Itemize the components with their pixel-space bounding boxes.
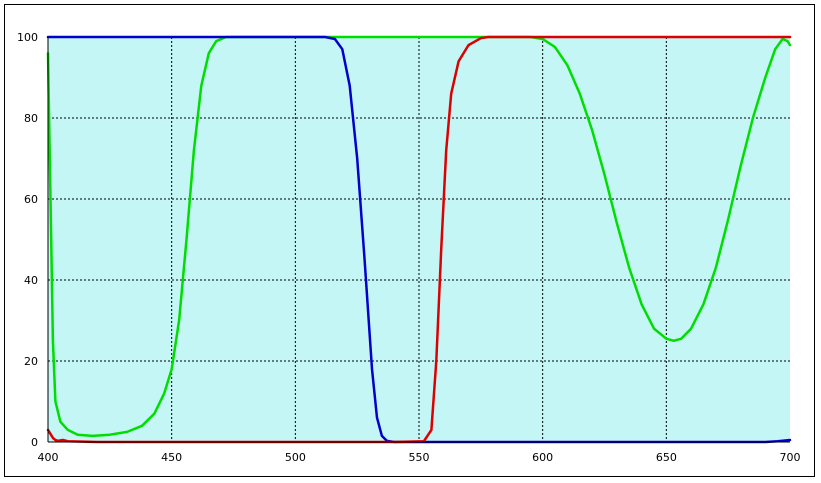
x-tick-label: 550: [409, 451, 430, 464]
x-tick-label: 400: [38, 451, 59, 464]
series-line-red: [46, 35, 792, 444]
y-tick-label: 80: [24, 112, 38, 125]
y-tick-label: 0: [31, 436, 38, 449]
x-tick-label: 450: [161, 451, 182, 464]
y-tick-label: 40: [24, 274, 38, 287]
series-line-green: [46, 35, 792, 438]
y-tick-label: 20: [24, 355, 38, 368]
axes: [47, 37, 790, 443]
y-tick-label: 60: [24, 193, 38, 206]
x-tick-label: 700: [780, 451, 801, 464]
x-tick-label: 650: [656, 451, 677, 464]
y-tick-label: 100: [17, 31, 38, 44]
x-tick-label: 600: [532, 451, 553, 464]
grid-lines: [48, 36, 790, 442]
x-tick-label: 500: [285, 451, 306, 464]
tick-labels: 400 450 500 550 600 650 700 0 20 40 60 80 100: [17, 31, 801, 464]
